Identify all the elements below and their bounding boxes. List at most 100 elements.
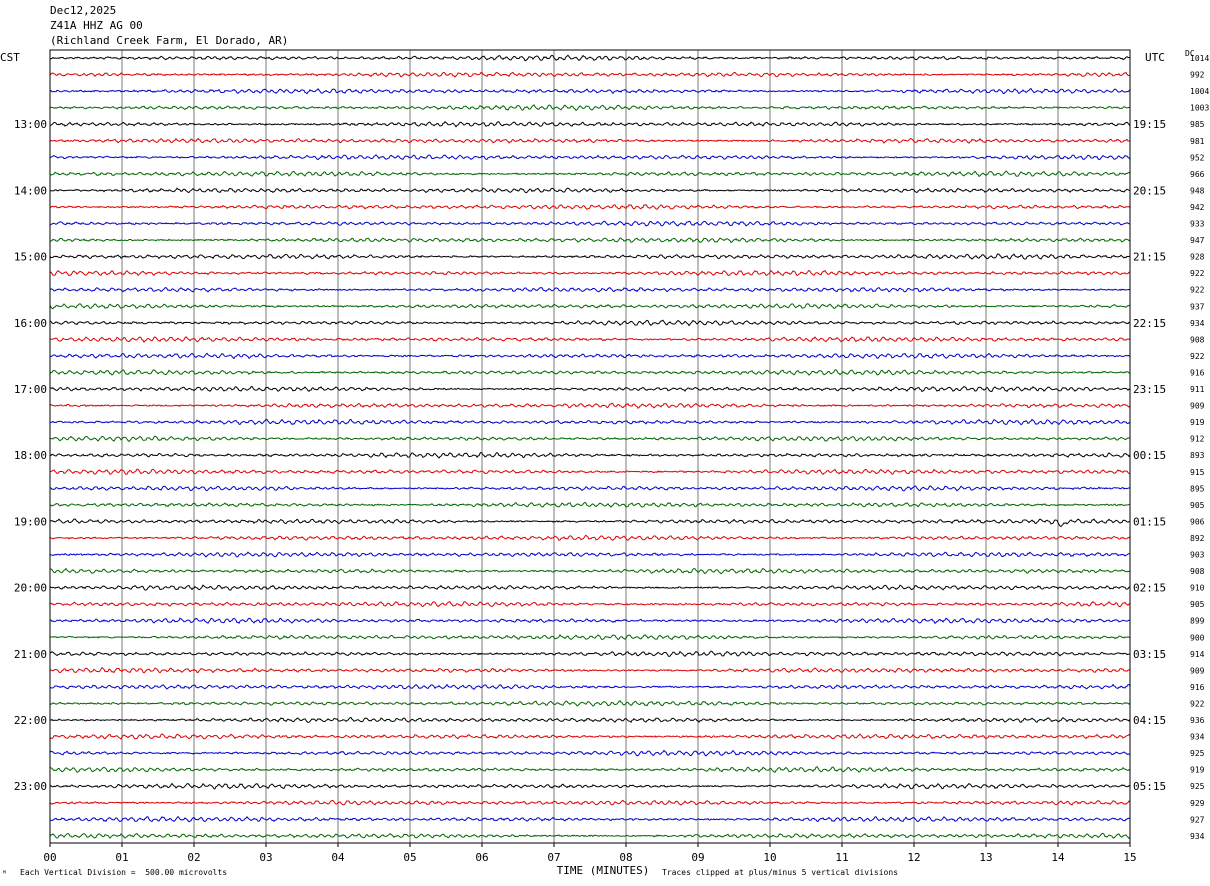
dc-offset-value: 947 [1190, 236, 1205, 245]
trace-row-23 [49, 435, 1131, 443]
dc-offset-value: 934 [1190, 319, 1205, 328]
trace-row-0 [49, 54, 1131, 62]
local-hour-label: 22:00 [14, 714, 47, 727]
trace-row-12 [49, 253, 1131, 260]
dc-offset-value: 893 [1190, 451, 1205, 460]
x-tick-label: 05 [403, 851, 416, 864]
utc-hour-label: 03:15 [1133, 648, 1166, 661]
dc-offset-value: 966 [1190, 170, 1205, 179]
dc-offset-value: 919 [1190, 418, 1205, 427]
trace-row-17 [49, 336, 1131, 343]
local-timezone-label: CST [0, 51, 20, 64]
utc-hour-label: 23:15 [1133, 383, 1166, 396]
dc-offset-value: 934 [1190, 733, 1205, 742]
x-tick-label: 08 [619, 851, 632, 864]
trace-row-10 [49, 220, 1131, 227]
dc-offset-value: 912 [1190, 435, 1205, 444]
dc-offset-value: 1003 [1190, 104, 1209, 113]
trace-row-21 [49, 402, 1131, 409]
utc-hour-label: 01:15 [1133, 515, 1166, 528]
trace-row-27 [49, 501, 1131, 509]
x-tick-label: 01 [115, 851, 128, 864]
x-tick-label: 13 [979, 851, 992, 864]
trace-row-46 [49, 815, 1131, 823]
trace-row-43 [49, 766, 1131, 773]
x-tick-label: 09 [691, 851, 704, 864]
dc-offset-labels: 1014 992 1004 1003 985 981 952 966 948 942 933 947 9… [1190, 54, 1209, 841]
station-channel: Z41A HHZ AG 00 [50, 19, 143, 32]
trace-row-13 [49, 269, 1131, 277]
trace-row-41 [49, 733, 1131, 740]
dc-offset-value: 985 [1190, 120, 1205, 129]
trace-row-34 [49, 617, 1131, 625]
trace-row-38 [49, 683, 1131, 690]
logo-mark: ᴹ [2, 869, 7, 878]
dc-offset-value: 925 [1190, 782, 1205, 791]
local-hour-label: 15:00 [14, 251, 47, 264]
local-hour-label: 19:00 [14, 515, 47, 528]
trace-row-6 [49, 154, 1131, 161]
dc-offset-value: 905 [1190, 600, 1205, 609]
x-tick-label: 07 [547, 851, 560, 864]
utc-hour-label: 02:15 [1133, 582, 1166, 595]
trace-row-26 [49, 485, 1131, 492]
dc-offset-value: 915 [1190, 468, 1205, 477]
trace-row-16 [49, 319, 1131, 327]
trace-row-32 [49, 584, 1130, 591]
trace-row-15 [49, 303, 1131, 310]
trace-row-11 [49, 237, 1131, 244]
dc-offset-value: 909 [1190, 666, 1205, 675]
local-hour-label: 18:00 [14, 449, 47, 462]
dc-offset-value: 952 [1190, 153, 1205, 162]
x-axis-title: TIME (MINUTES) [557, 864, 650, 877]
x-tick-label: 11 [835, 851, 848, 864]
trace-row-31 [49, 567, 1131, 575]
plot-date: Dec12,2025 [50, 4, 117, 17]
local-hour-label: 14:00 [14, 184, 47, 197]
trace-row-19 [49, 369, 1131, 376]
dc-offset-value: 937 [1190, 302, 1205, 311]
dc-offset-value: 892 [1190, 534, 1205, 543]
x-tick-label: 02 [187, 851, 200, 864]
x-tick-label: 03 [259, 851, 272, 864]
dc-offset-value: 981 [1190, 137, 1205, 146]
trace-row-25 [49, 468, 1131, 475]
trace-row-30 [49, 551, 1131, 558]
vertical-scale-note: Each Vertical Division = 500.00 microvol… [20, 868, 228, 877]
utc-hour-label: 05:15 [1133, 780, 1166, 793]
station-location: (Richland Creek Farm, El Dorado, AR) [50, 34, 289, 47]
utc-hour-label: 21:15 [1133, 251, 1166, 264]
x-tick-label: 14 [1051, 851, 1065, 864]
dc-offset-value: 909 [1190, 402, 1205, 411]
local-hour-label: 23:00 [14, 780, 47, 793]
dc-offset-value: 934 [1190, 832, 1205, 841]
trace-row-5 [49, 137, 1131, 144]
local-hour-labels: 13:00 14:00 15:00 16:00 17:00 18:00 19:00 20:00… [14, 118, 47, 793]
local-hour-label: 13:00 [14, 118, 47, 131]
dc-offset-value: 936 [1190, 716, 1205, 725]
trace-row-28 [49, 518, 1131, 528]
dc-offset-value: 933 [1190, 220, 1205, 229]
dc-offset-value: 922 [1190, 286, 1205, 295]
trace-row-24 [49, 451, 1131, 459]
trace-row-22 [49, 418, 1131, 426]
utc-hour-label: 00:15 [1133, 449, 1166, 462]
dc-offset-value: 911 [1190, 385, 1205, 394]
trace-row-7 [49, 170, 1131, 177]
x-tick-label: 06 [475, 851, 488, 864]
trace-row-4 [49, 120, 1131, 128]
local-hour-label: 17:00 [14, 383, 47, 396]
trace-row-36 [49, 650, 1131, 658]
dc-offset-value: 927 [1190, 815, 1205, 824]
clip-note: Traces clipped at plus/minus 5 vertical … [662, 868, 899, 877]
dc-offset-value: 922 [1190, 699, 1205, 708]
dc-offset-value: 928 [1190, 253, 1205, 262]
dc-offset-value: 908 [1190, 567, 1205, 576]
trace-row-40 [49, 716, 1131, 723]
utc-hour-labels: 19:15 20:15 21:15 22:15 23:15 00:15 01:15 02:15… [1133, 118, 1166, 793]
trace-row-18 [49, 352, 1131, 360]
trace-row-1 [49, 71, 1131, 78]
dc-offset-value: 914 [1190, 650, 1205, 659]
utc-hour-label: 20:15 [1133, 184, 1166, 197]
